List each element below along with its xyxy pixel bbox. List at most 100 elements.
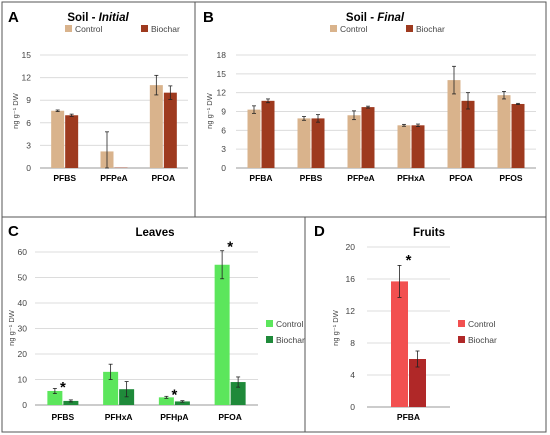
category-label: PFPeA: [347, 173, 374, 183]
bar-biochar-pfbs: [63, 400, 79, 405]
panel-soil-final: B Soil - Final 0 3 6 9 12 15 18 ng g⁻¹ DW PFBA PFBS…: [203, 9, 536, 183]
category-label: PFOA: [449, 173, 473, 183]
legend-swatch-control: [330, 25, 337, 32]
significance-star: *: [171, 387, 177, 404]
y-tick-label: 9: [26, 95, 31, 105]
y-tick-label: 0: [26, 163, 31, 173]
y-tick-label: 4: [350, 370, 355, 380]
panel-soil-initial: A Soil - Initial 0 3 6 9 12 15 ng g⁻¹ DW PFBS PFPe…: [8, 9, 188, 183]
panel-title-italic: Initial: [99, 12, 130, 24]
category-label: PFOS: [499, 173, 522, 183]
y-axis-label: ng g⁻¹ DW: [205, 92, 214, 129]
legend-label-biochar: Biochar: [276, 335, 305, 345]
y-tick-label: 8: [350, 338, 355, 348]
legend-swatch-control: [458, 320, 465, 327]
bar-biochar-pfos: [511, 103, 525, 168]
y-tick-label: 10: [18, 375, 28, 385]
y-tick-label: 30: [18, 324, 28, 334]
y-tick-label: 9: [221, 107, 226, 117]
bar-control-pfoa: [214, 264, 230, 405]
y-tick-label: 20: [18, 349, 28, 359]
bar-biochar-pfhpa: [174, 401, 190, 405]
bar-control-pfhpa: [158, 397, 174, 405]
significance-star: *: [227, 239, 233, 256]
panel-leaves: C Leaves 0 10 20 30 40 50 60 ng g⁻¹ DW PFBS PFHxA PF…: [7, 223, 305, 422]
y-tick-label: 3: [221, 144, 226, 154]
legend-swatch-biochar: [266, 336, 273, 343]
y-tick-label: 60: [18, 247, 28, 257]
panel-letter: B: [203, 9, 214, 26]
bar-control-pfba: [247, 109, 261, 168]
legend-label-control: Control: [75, 24, 103, 34]
bar-biochar-pfba: [261, 100, 275, 168]
legend-swatch-biochar: [406, 25, 413, 32]
legend-swatch-control: [65, 25, 72, 32]
bar-biochar-pfoa: [461, 100, 475, 168]
y-axis-label: ng g⁻¹ DW: [11, 92, 20, 129]
y-axis-label: ng g⁻¹ DW: [331, 309, 340, 346]
bar-biochar-pfbs: [311, 118, 325, 168]
panel-title-text: Soil -: [346, 12, 377, 24]
y-tick-label: 12: [217, 88, 227, 98]
panel-title-italic: Final: [377, 12, 405, 24]
bar-control-pfoa: [149, 85, 163, 168]
y-tick-label: 15: [217, 69, 227, 79]
y-tick-label: 3: [26, 140, 31, 150]
category-label: PFHpA: [160, 412, 188, 422]
y-tick-label: 18: [217, 50, 227, 60]
legend-swatch-biochar: [141, 25, 148, 32]
y-tick-label: 6: [221, 125, 226, 135]
bar-control-pfba: [391, 281, 408, 407]
category-label: PFBS: [300, 173, 323, 183]
panel-title-text: Fruits: [413, 227, 445, 239]
y-axis-label: ng g⁻¹ DW: [7, 309, 16, 346]
category-label: PFOA: [152, 173, 176, 183]
bar-control-pfbs: [297, 118, 311, 168]
y-tick-label: 12: [22, 73, 32, 83]
category-label: PFOA: [218, 412, 242, 422]
panel-title: Fruits: [413, 227, 445, 239]
bar-biochar-pfoa: [230, 382, 246, 405]
y-tick-label: 0: [350, 402, 355, 412]
panel-fruits: D Fruits 0 4 8 12 16 20 ng g⁻¹ DW PFBA * Control Bio…: [314, 223, 497, 422]
bar-biochar-pfbs: [65, 115, 79, 168]
category-label: PFHxA: [105, 412, 133, 422]
bar-biochar-pfba: [409, 359, 426, 407]
panel-title-text: Soil -: [67, 12, 98, 24]
y-tick-label: 50: [18, 273, 28, 283]
panel-title: Leaves: [135, 227, 174, 239]
bar-control-pfhxa: [397, 125, 411, 168]
legend-swatch-biochar: [458, 336, 465, 343]
bar-control-pfpea: [347, 115, 361, 168]
panel-letter: A: [8, 9, 19, 26]
bar-biochar-pfoa: [163, 92, 177, 168]
bar-biochar-pfhxa: [411, 125, 425, 168]
category-label: PFHxA: [397, 173, 425, 183]
bar-control-pfbs: [51, 110, 65, 168]
legend-swatch-control: [266, 320, 273, 327]
significance-star: *: [406, 252, 412, 269]
y-tick-label: 0: [221, 163, 226, 173]
legend-label-biochar: Biochar: [416, 24, 445, 34]
category-label: PFBS: [52, 412, 75, 422]
panel-letter: C: [8, 223, 19, 240]
significance-star: *: [60, 379, 66, 396]
legend-label-control: Control: [340, 24, 368, 34]
category-label: PFBA: [249, 173, 272, 183]
y-tick-label: 20: [346, 242, 356, 252]
y-tick-label: 15: [22, 50, 32, 60]
bar-control-pfhxa: [103, 371, 119, 405]
bar-control-pfbs: [47, 390, 63, 405]
bar-control-pfoa: [447, 80, 461, 168]
y-tick-label: 0: [22, 400, 27, 410]
category-label: PFPeA: [100, 173, 127, 183]
y-tick-label: 16: [346, 274, 356, 284]
panel-title: Soil - Final: [346, 12, 405, 24]
legend-label-biochar: Biochar: [151, 24, 180, 34]
y-tick-label: 40: [18, 298, 28, 308]
legend-label-control: Control: [276, 319, 304, 329]
category-label: PFBS: [53, 173, 76, 183]
y-tick-label: 6: [26, 118, 31, 128]
category-label: PFBA: [397, 412, 420, 422]
bar-control-pfos: [497, 95, 511, 168]
